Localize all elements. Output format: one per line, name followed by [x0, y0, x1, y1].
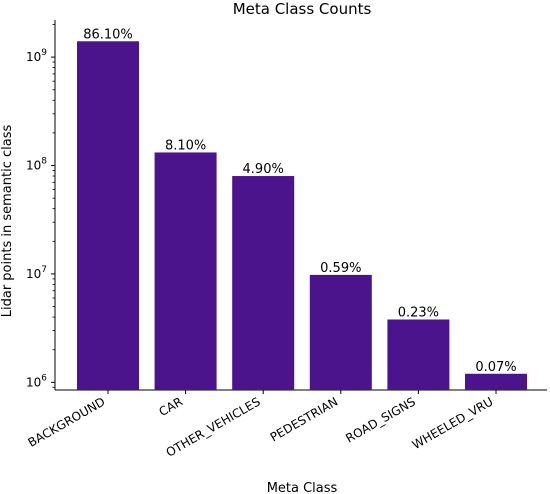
bar-pedestrian	[309, 274, 372, 390]
bar-wheeled-vru	[465, 373, 527, 390]
x-tick-label: PEDESTRIAN	[268, 394, 341, 444]
y-tick-label: 109	[26, 48, 47, 64]
x-tick-label: WHEELED_VRU	[410, 394, 496, 452]
x-tick-label: BACKGROUND	[26, 394, 108, 449]
bar-data-label: 4.90%	[243, 162, 284, 177]
y-tick-label: 107	[26, 265, 47, 281]
x-tick-label: ROAD_SIGNS	[343, 394, 418, 445]
bar-data-label: 8.10%	[165, 138, 206, 153]
plot-area: 106 107 108 109 86.10% BACKGROUND 8.10% CAR 4.90…	[26, 20, 547, 460]
bar-other-vehicles	[232, 176, 295, 390]
bar-data-label: 0.23%	[398, 305, 439, 320]
bar-road-signs	[387, 319, 450, 390]
bar-data-label: 0.59%	[320, 261, 361, 276]
bar-background	[77, 41, 139, 390]
x-axis-label: Meta Class	[267, 481, 338, 494]
bar-data-label: 0.07%	[475, 360, 516, 375]
bar-data-label: 86.10%	[83, 27, 133, 42]
y-axis-label: Lidar points in semantic class	[0, 125, 15, 318]
bar-car	[154, 152, 217, 390]
y-tick-label: 108	[26, 157, 47, 173]
y-tick-label: 106	[26, 373, 47, 389]
chart-title: Meta Class Counts	[233, 0, 372, 18]
x-tick-label: CAR	[157, 394, 186, 419]
